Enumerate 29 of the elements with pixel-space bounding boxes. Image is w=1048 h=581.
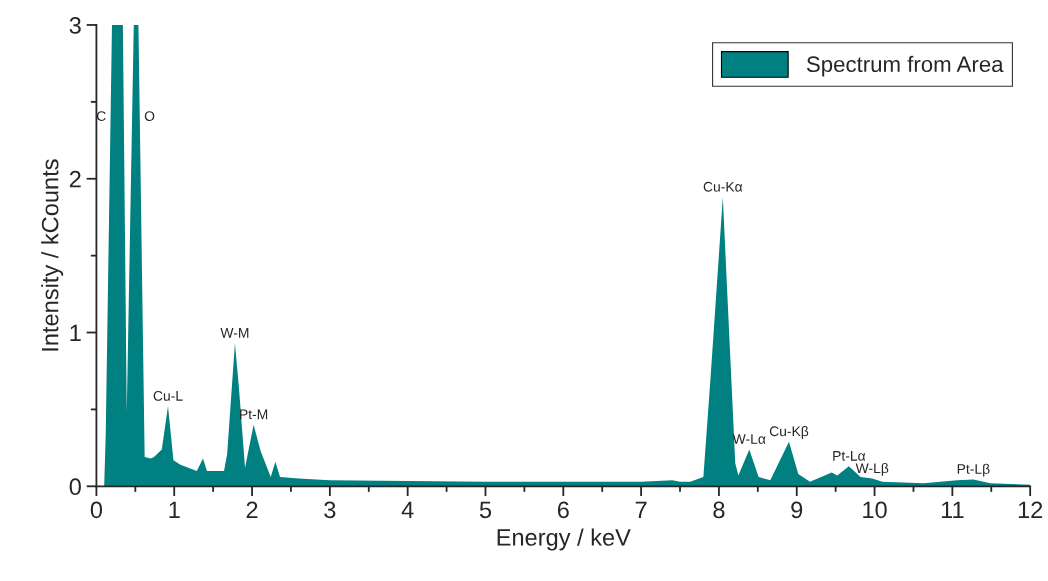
annotation: O xyxy=(144,111,155,121)
y-tick-label: 2 xyxy=(69,170,81,188)
x-tick-label: 11 xyxy=(941,501,964,518)
x-tick-label: 2 xyxy=(246,501,258,518)
annotation: Cu-Kβ xyxy=(769,425,809,439)
y-axis-title: Intensity / kCounts xyxy=(41,159,64,351)
annotation: W-Lβ xyxy=(855,462,889,476)
y-tick-label: 1 xyxy=(70,324,81,342)
y-tick-label: 3 xyxy=(69,17,81,34)
x-tick-label: 1 xyxy=(169,501,180,518)
x-tick-label: 8 xyxy=(713,501,725,519)
x-tick-label: 4 xyxy=(401,501,414,518)
annotation: Pt-Lα xyxy=(833,451,866,461)
x-tick-label: 7 xyxy=(635,501,647,518)
x-tick-label: 6 xyxy=(557,501,569,519)
x-tick-label: 3 xyxy=(324,501,336,519)
annotation: W-M xyxy=(220,328,249,338)
x-tick-label: 9 xyxy=(791,501,803,519)
x-tick-label: 0 xyxy=(90,501,103,519)
x-tick-label: 5 xyxy=(479,501,492,519)
x-tick-label: 10 xyxy=(863,501,887,519)
annotation: Cu-L xyxy=(153,390,183,401)
annotation: Cu-Kα xyxy=(703,181,743,192)
annotation: Pt-Lβ xyxy=(957,463,990,477)
legend-label: Spectrum from Area xyxy=(806,55,1004,77)
annotation: C xyxy=(96,111,106,121)
x-tick-label: 12 xyxy=(1018,501,1043,518)
y-tick-label: 0 xyxy=(69,478,81,496)
x-axis-title: Energy / keV xyxy=(497,528,631,551)
